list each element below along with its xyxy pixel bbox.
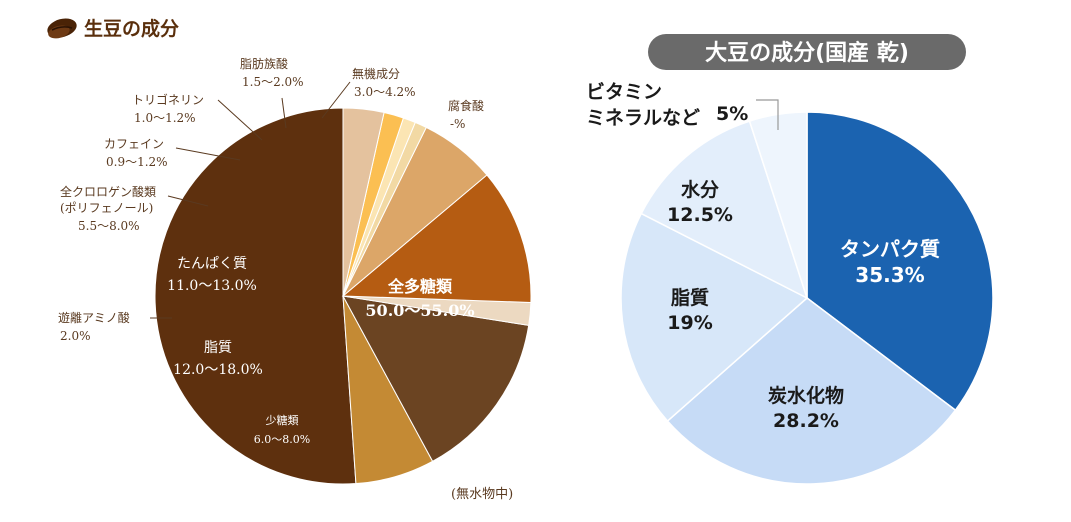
- right-label-value-2: 19%: [667, 312, 712, 334]
- left-label-name-10: 腐食酸: [448, 98, 484, 113]
- left-pie-slice-9: [342, 107, 385, 297]
- left-label-value-2: 12.0〜18.0%: [173, 362, 263, 378]
- left-label-name-3: 遊離アミノ酸: [58, 310, 130, 325]
- right-leader-line-4: [756, 99, 779, 130]
- right-label-name-4-line1: ミネラルなど: [586, 107, 700, 129]
- right-label-name-0: タンパク質: [840, 237, 940, 261]
- left-pie-chart: [154, 107, 532, 485]
- left-label-name-6: カフェイン: [104, 137, 164, 151]
- left-label-value-9: 3.0〜4.2%: [354, 85, 416, 99]
- left-label-name-2: 脂質: [204, 340, 232, 356]
- left-label-value-6: 0.9〜1.2%: [106, 155, 168, 169]
- left-label-name-5-line1: (ポリフェノール): [60, 201, 153, 215]
- right-pie-slice-0: [806, 111, 994, 412]
- right-header: 大豆の成分(国産 乾): [648, 34, 966, 70]
- right-chart-title: 大豆の成分(国産 乾): [705, 40, 909, 66]
- left-pie-slice-0: [154, 107, 357, 485]
- right-label-name-1: 炭水化物: [768, 384, 844, 407]
- left-label-value-4: 11.0〜13.0%: [167, 278, 257, 294]
- left-pie-slice-4: [341, 174, 532, 303]
- left-label-name-7: トリゴネリン: [132, 92, 204, 107]
- coffee-bean-icon: [47, 18, 77, 39]
- left-label-name-9: 無機成分: [352, 66, 400, 81]
- left-label-name-4: たんぱく質: [177, 256, 247, 272]
- right-label-name-2: 脂質: [671, 286, 709, 309]
- left-label-name-1: 少糖類: [266, 413, 299, 427]
- right-title-pill: [648, 34, 966, 70]
- right-pie-chart: [620, 111, 994, 485]
- right-pie-slice-2: [620, 212, 809, 423]
- left-label-value-8: 1.5〜2.0%: [242, 75, 304, 89]
- left-label-name-8: 脂肪族酸: [240, 56, 288, 71]
- left-label-value-7: 1.0〜1.2%: [134, 111, 196, 125]
- left-leader-line-5: [167, 195, 209, 207]
- left-label-value-1: 6.0〜8.0%: [254, 433, 310, 446]
- left-label-name-5: 全クロロゲン酸類: [60, 184, 156, 199]
- right-pie-slice-1: [666, 297, 957, 485]
- right-label-value-0: 35.3%: [855, 263, 924, 287]
- left-leader-line-9: [321, 81, 351, 119]
- left-footnote: (無水物中): [451, 487, 513, 502]
- left-label-value-10: -%: [450, 117, 465, 131]
- right-label-value-1: 28.2%: [773, 410, 839, 432]
- left-label-value-0: 50.0〜55.0%: [365, 301, 474, 320]
- left-header: 生豆の成分: [47, 17, 179, 40]
- right-label-name-4: ビタミン: [586, 81, 662, 103]
- left-label-value-3: 2.0%: [60, 329, 91, 343]
- left-leader-line-7: [217, 99, 263, 141]
- left-leader-line-6: [175, 147, 241, 161]
- left-label-name-0: 全多糖類: [387, 277, 453, 296]
- left-chart-title: 生豆の成分: [84, 17, 179, 40]
- left-pie-labels: 全多糖類 50.0〜55.0% 少糖類 6.0〜8.0% 脂質 12.0〜18.0% たんぱ…: [58, 56, 484, 446]
- left-label-value-5: 5.5〜8.0%: [78, 219, 140, 233]
- right-label-name-3: 水分: [681, 179, 719, 201]
- left-leader-line-8: [281, 97, 287, 129]
- right-label-value-3: 12.5%: [667, 204, 733, 226]
- left-pie-slice-2: [342, 295, 530, 462]
- right-label-value-4: 5%: [716, 103, 748, 125]
- right-pie-slice-3: [640, 120, 809, 300]
